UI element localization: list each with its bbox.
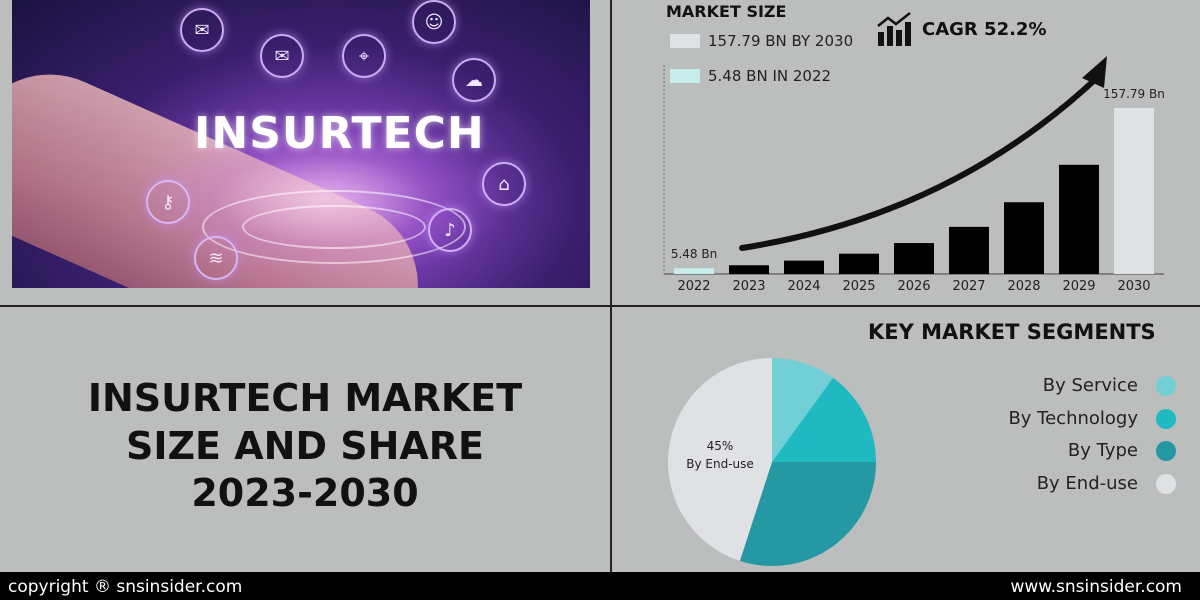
footer: copyright ® snsinsider.com www.snsinside… (0, 572, 1200, 600)
segment-item-service: By Service (1043, 375, 1176, 396)
bar-2024 (784, 260, 824, 274)
cloud-icon: ☁ (452, 58, 496, 102)
bars-group: 2022 5.48 Bn 2023 2024 2025 2026 2027 2028 2029 2… (671, 87, 1165, 294)
segment-dot (1156, 375, 1176, 396)
legend-swatch (670, 34, 700, 48)
segment-label: By Service (1042, 375, 1138, 396)
user-icon: ☺ (412, 0, 456, 44)
copyright-text: copyright ® snsinsider.com (8, 577, 243, 597)
growth-chart-icon (877, 12, 911, 46)
bar-2026 (894, 243, 934, 274)
bar-chart: 2022 5.48 Bn 2023 2024 2025 2026 2027 2028 2029 2… (663, 56, 1165, 294)
x-tick-label: 2026 (897, 279, 930, 294)
bar-2030 (1114, 108, 1154, 274)
pie-slice-by-end-use (667, 358, 772, 561)
legend-swatch (670, 69, 700, 83)
bar-data-label: 5.48 Bn (671, 247, 717, 261)
x-tick-label: 2023 (732, 279, 765, 294)
segment-label: By Technology (1008, 408, 1138, 429)
legend-label: 5.48 BN IN 2022 (708, 67, 832, 85)
x-tick-label: 2028 (1007, 279, 1040, 294)
bar-2023 (729, 265, 769, 274)
bar-2028 (1004, 202, 1044, 274)
segments-title: KEY MARKET SEGMENTS (868, 320, 1156, 344)
website-link[interactable]: www.snsinsider.com (1010, 577, 1182, 597)
location-icon: ⌖ (342, 34, 386, 78)
x-tick-label: 2030 (1117, 279, 1150, 294)
segment-dot (1156, 440, 1176, 461)
bar-2027 (949, 226, 989, 274)
main-title: INSURTECH MARKET SIZE AND SHARE 2023-203… (0, 375, 610, 518)
wifi-icon: ≋ (194, 236, 238, 280)
segment-item-type: By Type (1068, 440, 1176, 461)
x-tick-label: 2025 (842, 279, 875, 294)
legend-item-2030: 157.79 BN BY 2030 (670, 32, 853, 50)
divider-vertical-bottom (610, 307, 612, 572)
pie-chart: 45% By End-use (667, 358, 876, 566)
music-icon: ♪ (428, 208, 472, 252)
pie-slice-by-service (772, 358, 834, 462)
pie-annotation-value: 45% (707, 439, 734, 453)
growth-arrowhead (1082, 56, 1107, 88)
legend-label: 157.79 BN BY 2030 (708, 32, 854, 50)
bar-2025 (839, 253, 879, 274)
divider-horizontal (0, 305, 1200, 307)
main-title-line: 2023-2030 (191, 471, 419, 515)
bar-2022 (674, 268, 714, 274)
hero-image: ✉ ✉ ⌖ ☺ ☁ ⌂ ♪ ⚷ ≋ INSURTECH (12, 0, 590, 288)
segment-dot (1156, 408, 1176, 429)
home-icon: ⌂ (482, 162, 526, 206)
divider-vertical-top (610, 0, 612, 305)
bar-data-label: 157.79 Bn (1103, 87, 1165, 101)
x-tick-label: 2022 (677, 279, 710, 294)
x-tick-label: 2027 (952, 279, 985, 294)
x-tick-label: 2024 (787, 279, 820, 294)
growth-arrow (739, 72, 1103, 251)
market-size-label: MARKET SIZE (666, 2, 787, 21)
x-tick-label: 2029 (1062, 279, 1095, 294)
ring-graphic (242, 205, 426, 249)
pie-slice-by-technology (772, 377, 876, 462)
hero-title: INSURTECH (194, 108, 485, 159)
chat-icon: ✉ (180, 8, 224, 52)
mail-icon: ✉ (260, 34, 304, 78)
segment-label: By End-use (1036, 473, 1138, 494)
pie-slice-by-type (739, 462, 876, 566)
segment-label: By Type (1067, 440, 1138, 461)
pie-annotation-label: By End-use (686, 457, 754, 471)
key-icon: ⚷ (146, 180, 190, 224)
pie-slices-group (667, 358, 876, 566)
cagr-block: CAGR 52.2% (876, 12, 1047, 46)
legend-item-2022: 5.48 BN IN 2022 (670, 67, 831, 85)
segment-item-end-use: By End-use (1037, 473, 1176, 494)
bar-2029 (1059, 164, 1099, 274)
segment-dot (1156, 473, 1176, 494)
segment-item-technology: By Technology (1008, 408, 1176, 429)
main-title-line: INSURTECH MARKET (87, 376, 523, 420)
main-title-line: SIZE AND SHARE (125, 423, 485, 468)
cagr-value: CAGR 52.2% (922, 18, 1047, 40)
